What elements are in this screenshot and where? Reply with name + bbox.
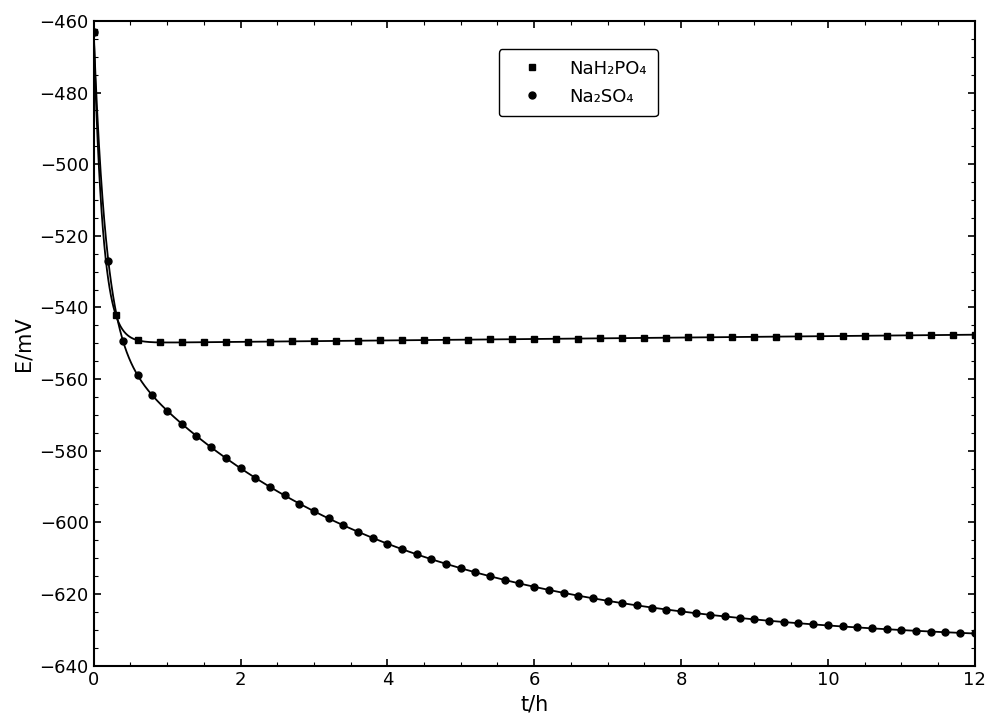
Line: NaH₂PO₄: NaH₂PO₄ — [91, 28, 978, 346]
Na₂SO₄ — [293, 499, 305, 508]
NaH₂PO₄ — [550, 334, 562, 343]
NaH₂PO₄ — [110, 310, 122, 319]
NaH₂PO₄ — [528, 335, 540, 344]
NaH₂PO₄ — [198, 338, 210, 347]
Na₂SO₄ — [88, 27, 100, 36]
NaH₂PO₄ — [792, 332, 804, 341]
NaH₂PO₄ — [837, 332, 849, 341]
NaH₂PO₄ — [748, 333, 760, 341]
NaH₂PO₄ — [969, 331, 981, 339]
NaH₂PO₄ — [726, 333, 738, 341]
Na₂SO₄ — [851, 623, 863, 632]
Na₂SO₄ — [264, 483, 276, 491]
NaH₂PO₄ — [572, 334, 584, 343]
NaH₂PO₄ — [484, 335, 496, 344]
X-axis label: t/h: t/h — [520, 694, 548, 714]
NaH₂PO₄ — [132, 336, 144, 344]
Na₂SO₄ — [616, 599, 628, 608]
NaH₂PO₄ — [638, 333, 650, 342]
NaH₂PO₄ — [881, 331, 893, 340]
NaH₂PO₄ — [704, 333, 716, 341]
NaH₂PO₄ — [947, 331, 959, 339]
NaH₂PO₄ — [220, 338, 232, 347]
NaH₂PO₄ — [352, 336, 364, 345]
NaH₂PO₄ — [859, 331, 871, 340]
NaH₂PO₄ — [242, 337, 254, 346]
Na₂SO₄ — [969, 629, 981, 638]
NaH₂PO₄ — [440, 336, 452, 344]
Legend: NaH₂PO₄, Na₂SO₄: NaH₂PO₄, Na₂SO₄ — [499, 50, 658, 116]
Na₂SO₄ — [558, 588, 570, 597]
NaH₂PO₄ — [616, 333, 628, 342]
NaH₂PO₄ — [462, 336, 474, 344]
NaH₂PO₄ — [396, 336, 408, 344]
NaH₂PO₄ — [506, 335, 518, 344]
NaH₂PO₄ — [903, 331, 915, 340]
NaH₂PO₄ — [925, 331, 937, 339]
Na₂SO₄ — [396, 545, 408, 553]
NaH₂PO₄ — [308, 337, 320, 346]
NaH₂PO₄ — [154, 338, 166, 347]
Line: Na₂SO₄: Na₂SO₄ — [90, 28, 978, 637]
NaH₂PO₄ — [286, 337, 298, 346]
NaH₂PO₄ — [176, 338, 188, 347]
NaH₂PO₄ — [682, 333, 694, 342]
NaH₂PO₄ — [374, 336, 386, 345]
NaH₂PO₄ — [594, 334, 606, 343]
NaH₂PO₄ — [88, 27, 100, 36]
NaH₂PO₄ — [330, 336, 342, 345]
NaH₂PO₄ — [660, 333, 672, 342]
Y-axis label: E/mV: E/mV — [14, 316, 34, 371]
NaH₂PO₄ — [418, 336, 430, 344]
NaH₂PO₄ — [814, 332, 826, 341]
NaH₂PO₄ — [770, 332, 782, 341]
NaH₂PO₄ — [264, 337, 276, 346]
